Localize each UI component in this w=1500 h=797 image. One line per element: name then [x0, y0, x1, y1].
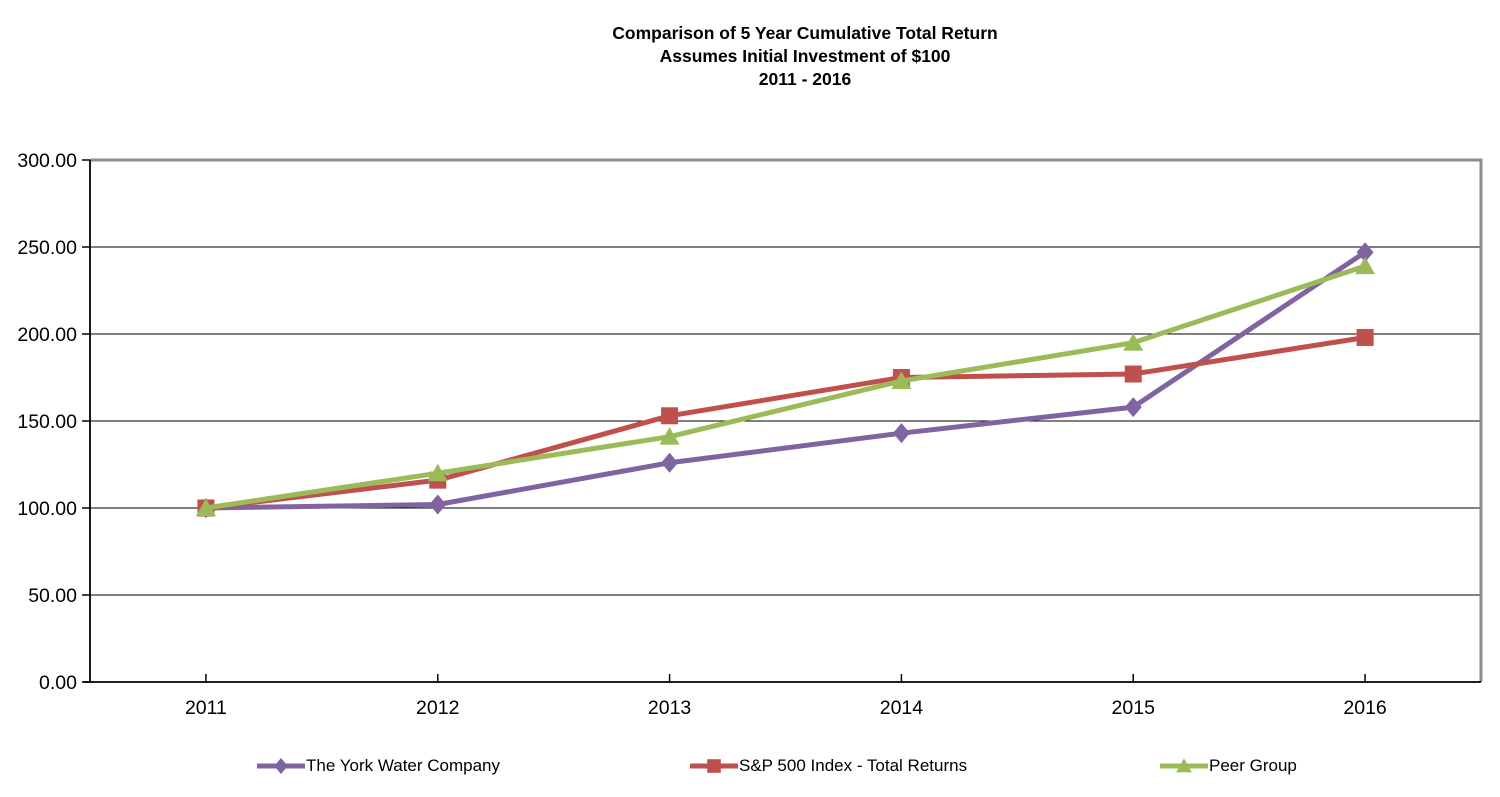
- x-tick-label: 2012: [416, 697, 459, 719]
- legend-swatch-diamond-icon: [257, 758, 305, 774]
- legend-item-the-york-water-company: The York Water Company: [257, 750, 500, 782]
- chart-legend: The York Water Company S&P 500 Index - To…: [0, 750, 1500, 784]
- legend-marker-square: [707, 759, 721, 773]
- series-marker-the-york-water-company: [429, 494, 447, 515]
- y-tick-label: 0.00: [39, 672, 77, 694]
- legend-label: Peer Group: [1209, 756, 1297, 775]
- series-marker-peer-group: [1355, 256, 1376, 275]
- y-tick-label: 150.00: [17, 411, 77, 433]
- series-line-the-york-water-company: [205, 250, 1367, 511]
- y-tick-label: 200.00: [17, 324, 77, 346]
- series-line-peer-group: [205, 263, 1366, 511]
- legend-marker-triangle: [1176, 758, 1192, 773]
- series-marker-peer-group: [195, 498, 216, 516]
- legend-swatch-square-icon: [690, 759, 738, 773]
- plot-area-border: [90, 158, 1483, 682]
- x-tick-label: 2016: [1343, 697, 1386, 719]
- legend-label: The York Water Company: [306, 756, 501, 775]
- legend-item-peer-group: Peer Group: [1160, 750, 1297, 782]
- chart-title-line-1: Comparison of 5 Year Cumulative Total Re…: [612, 23, 998, 43]
- y-tick-label: 300.00: [17, 150, 77, 172]
- series-marker-peer-group: [891, 371, 912, 389]
- y-tick-label: 250.00: [17, 237, 77, 259]
- x-tick-label: 2015: [1112, 697, 1156, 719]
- legend-marker-diamond: [274, 758, 288, 774]
- x-tick-label: 2014: [880, 697, 924, 719]
- y-tick-label: 100.00: [17, 498, 77, 520]
- x-tick-label: 2011: [185, 697, 227, 719]
- series-marker-the-york-water-company: [1356, 242, 1374, 263]
- y-tick-label: 50.00: [28, 585, 77, 607]
- series-marker-peer-group: [427, 463, 448, 482]
- series-marker-the-york-water-company: [1124, 397, 1142, 418]
- series-marker-the-york-water-company: [661, 452, 679, 473]
- series-marker-peer-group: [659, 427, 680, 445]
- series-marker-peer-group: [1123, 333, 1144, 351]
- series-marker-the-york-water-company: [892, 423, 910, 444]
- series-line-s-p-500-index-total-returns: [205, 335, 1366, 511]
- series-marker-s-p-500-index-total-returns: [661, 407, 679, 425]
- chart-title: Comparison of 5 Year Cumulative Total Re…: [110, 22, 1500, 91]
- legend-label: S&P 500 Index - Total Returns: [739, 756, 968, 775]
- chart-title-line-2: Assumes Initial Investment of $100: [659, 46, 951, 66]
- x-tick-label: 2013: [648, 697, 691, 719]
- legend-swatch-triangle-icon: [1160, 758, 1208, 773]
- chart-title-line-3: 2011 - 2016: [758, 69, 852, 89]
- series-marker-s-p-500-index-total-returns: [1124, 365, 1142, 383]
- legend-item-s-p-500-index-total-returns: S&P 500 Index - Total Returns: [690, 750, 967, 782]
- series-marker-s-p-500-index-total-returns: [1356, 328, 1374, 346]
